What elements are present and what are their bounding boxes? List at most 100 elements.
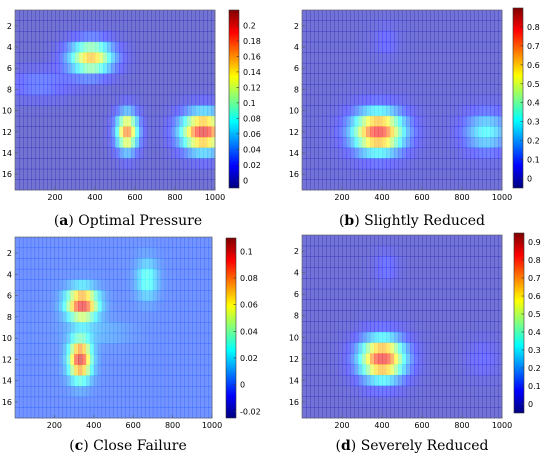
- heatmap-cell: [366, 31, 371, 43]
- heatmap-cell: [358, 10, 363, 21]
- heatmap-cell: [119, 158, 124, 170]
- heatmap-cell: [151, 31, 156, 43]
- y-tick-label: 6: [294, 290, 299, 299]
- heatmap-cell: [346, 288, 351, 300]
- heatmap-cell: [418, 84, 423, 96]
- heatmap-cell: [446, 168, 451, 180]
- heatmap-b: [302, 10, 503, 191]
- heatmap-cell: [199, 52, 204, 64]
- heatmap-cell: [326, 105, 331, 117]
- colorbar-tick-label: 0.3: [527, 118, 540, 127]
- heatmap-cell: [390, 126, 395, 138]
- heatmap-cell: [370, 52, 375, 64]
- heatmap-cell: [184, 279, 189, 291]
- heatmap-cell: [105, 354, 110, 366]
- heatmap-cell: [302, 31, 307, 43]
- heatmap-cell: [494, 310, 499, 322]
- heatmap-cell: [334, 84, 339, 96]
- heatmap-cell: [200, 300, 205, 312]
- heatmap-cell: [442, 168, 447, 180]
- heatmap-cell: [103, 31, 108, 43]
- heatmap-cell: [458, 256, 463, 268]
- heatmap-cell: [374, 31, 379, 43]
- heatmap-cell: [204, 258, 209, 270]
- heatmap-cell: [490, 288, 495, 300]
- heatmap-cell: [159, 158, 164, 170]
- heatmap-cell: [200, 290, 205, 302]
- colorbar-tick-label: 0.5: [527, 80, 540, 89]
- heatmap-cell: [434, 288, 439, 300]
- heatmap-cell: [42, 375, 47, 387]
- heatmap-cell: [422, 245, 427, 257]
- heatmap-cell: [498, 137, 503, 149]
- heatmap-cell: [18, 322, 24, 334]
- heatmap-cell: [119, 73, 124, 85]
- heatmap-cell: [418, 126, 423, 138]
- heatmap-cell: [454, 179, 459, 191]
- heatmap-cell: [434, 31, 439, 43]
- heatmap-cell: [342, 10, 347, 21]
- heatmap-cell: [430, 331, 435, 344]
- heatmap-cell: [168, 375, 173, 387]
- heatmap-cell: [318, 396, 323, 408]
- heatmap-cell: [55, 179, 60, 191]
- heatmap-cell: [211, 115, 216, 127]
- heatmap-cell: [107, 73, 112, 85]
- heatmap-cell: [62, 311, 67, 323]
- heatmap-cell: [123, 10, 128, 21]
- heatmap-cell: [179, 73, 184, 85]
- heatmap-cell: [147, 168, 152, 180]
- heatmap-cell: [42, 300, 47, 312]
- heatmap-cell: [74, 311, 79, 323]
- heatmap-cell: [71, 84, 76, 96]
- heatmap-cell: [402, 52, 407, 64]
- heatmap-cell: [83, 73, 88, 85]
- heatmap-cell: [350, 147, 355, 159]
- heatmap-cell: [196, 354, 201, 366]
- heatmap-cell: [346, 168, 351, 180]
- heatmap-cell: [490, 278, 495, 290]
- heatmap-cell: [310, 105, 315, 117]
- heatmap-cell: [446, 179, 451, 191]
- heatmap-cell: [195, 84, 200, 96]
- heatmap-cell: [34, 290, 40, 302]
- heatmap-cell: [15, 322, 20, 334]
- heatmap-cell: [486, 396, 491, 408]
- heatmap-cell: [482, 256, 487, 268]
- heatmap-cell: [474, 278, 479, 290]
- heatmap-cell: [160, 237, 166, 249]
- heatmap-cell: [406, 41, 411, 53]
- heatmap-cell: [386, 278, 391, 290]
- heatmap-cell: [175, 94, 180, 106]
- heatmap-cell: [87, 20, 92, 32]
- heatmap-cell: [66, 237, 71, 249]
- heatmap-cell: [70, 322, 75, 334]
- heatmap-cell: [175, 137, 180, 149]
- heatmap-cell: [199, 115, 204, 127]
- heatmap-cell: [346, 105, 351, 117]
- heatmap-cell: [111, 147, 116, 159]
- heatmap-cell: [147, 84, 152, 96]
- heatmap-cell: [306, 41, 311, 53]
- heatmap-cell: [386, 267, 391, 279]
- heatmap-cell: [378, 245, 383, 257]
- heatmap-cell: [490, 105, 495, 117]
- heatmap-cell: [442, 179, 447, 191]
- heatmap-cell: [458, 299, 463, 311]
- heatmap-cell: [159, 126, 164, 138]
- heatmap-cell: [390, 20, 395, 32]
- heatmap-cell: [203, 137, 208, 149]
- heatmap-cell: [131, 10, 136, 21]
- heatmap-cell: [454, 288, 459, 300]
- heatmap-cell: [151, 94, 156, 106]
- heatmap-cell: [322, 342, 327, 354]
- heatmap-cell: [410, 62, 415, 74]
- heatmap-cell: [474, 331, 479, 344]
- heatmap-cell: [78, 322, 83, 334]
- heatmap-cell: [430, 353, 435, 365]
- heatmap-cell: [466, 235, 471, 247]
- heatmap-cell: [43, 52, 48, 64]
- heatmap-cell: [127, 137, 132, 149]
- heatmap-cell: [338, 256, 343, 268]
- heatmap-cell: [326, 84, 331, 96]
